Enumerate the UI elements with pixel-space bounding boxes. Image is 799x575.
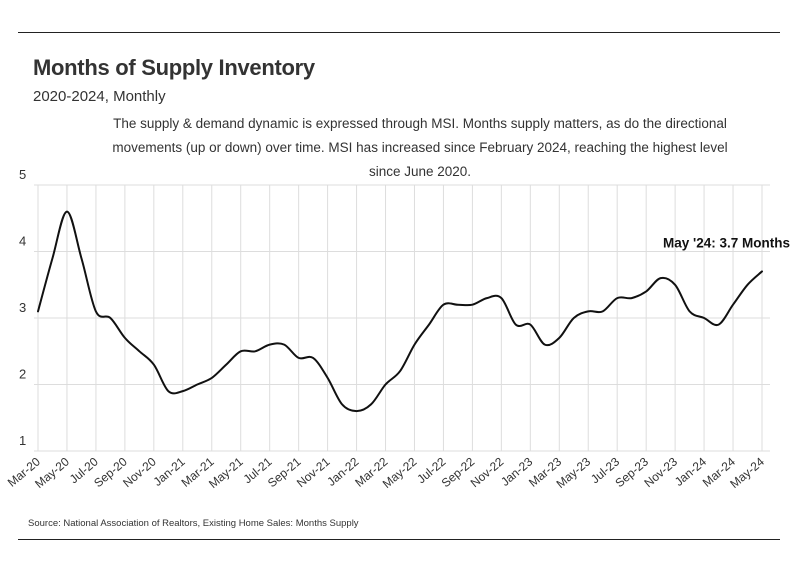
y-tick-label: 2 [19, 367, 26, 382]
y-tick-label: 4 [19, 234, 26, 249]
y-axis: 1 2 3 4 5 [19, 167, 26, 448]
x-tick-label: Nov-21 [294, 454, 333, 490]
x-axis: Mar-20May-20Jul-20Sep-20Nov-20Jan-21Mar-… [5, 454, 767, 491]
y-tick-label: 5 [19, 167, 26, 182]
grid [34, 184, 770, 452]
top-rule [18, 32, 780, 33]
source-note: Source: National Association of Realtors… [28, 518, 359, 529]
chart-subtitle: 2020-2024, Monthly [33, 88, 166, 105]
chart-description: The supply & demand dynamic is expressed… [112, 116, 728, 179]
x-tick-label: Nov-22 [468, 454, 507, 490]
series-line [37, 210, 763, 413]
latest-value-annotation: May '24: 3.7 Months [663, 235, 790, 250]
chart-title: Months of Supply Inventory [33, 55, 315, 80]
x-tick-label: Nov-23 [641, 454, 680, 490]
bottom-rule [18, 539, 780, 540]
y-tick-label: 1 [19, 433, 26, 448]
y-tick-label: 3 [19, 300, 26, 315]
x-tick-label: Nov-20 [120, 454, 159, 490]
